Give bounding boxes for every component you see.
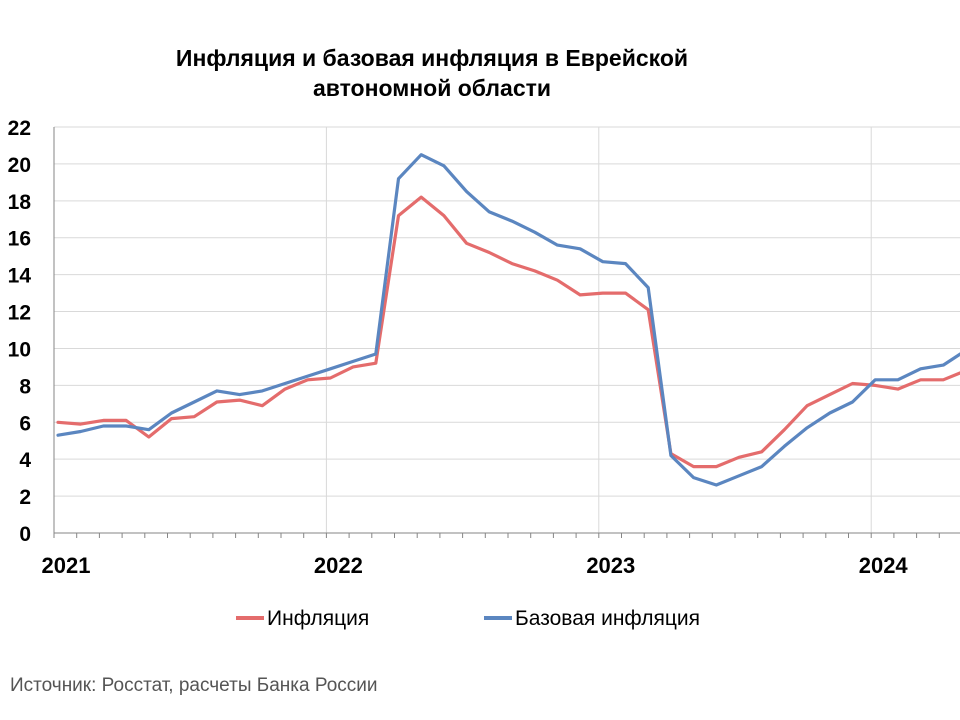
y-tick-label-10: 10 [8,338,31,361]
y-tick-label-20: 20 [8,154,31,177]
x-tick-label-2024: 2024 [859,553,909,578]
x-tick-label-2021: 2021 [42,553,91,578]
series-line-inflation [56,195,960,469]
source-note: Источник: Росстат, расчеты Банка России [10,675,378,696]
y-tick-label-16: 16 [8,228,31,251]
legend-label-core-inflation: Базовая инфляция [515,607,700,630]
series-lines [56,153,960,487]
legend-label-inflation: Инфляция [267,607,369,630]
y-tick-label-12: 12 [8,302,31,325]
y-tick-label-14: 14 [8,265,32,288]
series-line-core-inflation [56,153,960,487]
axes [53,127,960,538]
chart-title-line-1: Инфляция и базовая инфляция в Еврейской [176,45,688,71]
y-tick-label-6: 6 [19,412,31,435]
y-tick-label-8: 8 [19,375,31,398]
y-tick-label-2: 2 [19,486,31,509]
y-gridlines [54,126,960,497]
y-tick-label-0: 0 [19,523,31,546]
chart-title-line-2: автономной области [313,75,551,101]
y-tick-labels: 0 2 4 6 8 10 12 14 16 18 20 22 [8,117,32,546]
y-tick-label-18: 18 [8,191,32,214]
x-tick-label-2022: 2022 [314,553,363,578]
x-tick-label-2023: 2023 [586,553,635,578]
legend: Инфляция Базовая инфляция [236,607,700,630]
y-tick-label-4: 4 [19,449,31,472]
y-tick-label-22: 22 [8,117,31,140]
x-tick-labels: 2021 2022 2023 2024 [42,553,909,578]
x-gridlines [325,127,872,533]
